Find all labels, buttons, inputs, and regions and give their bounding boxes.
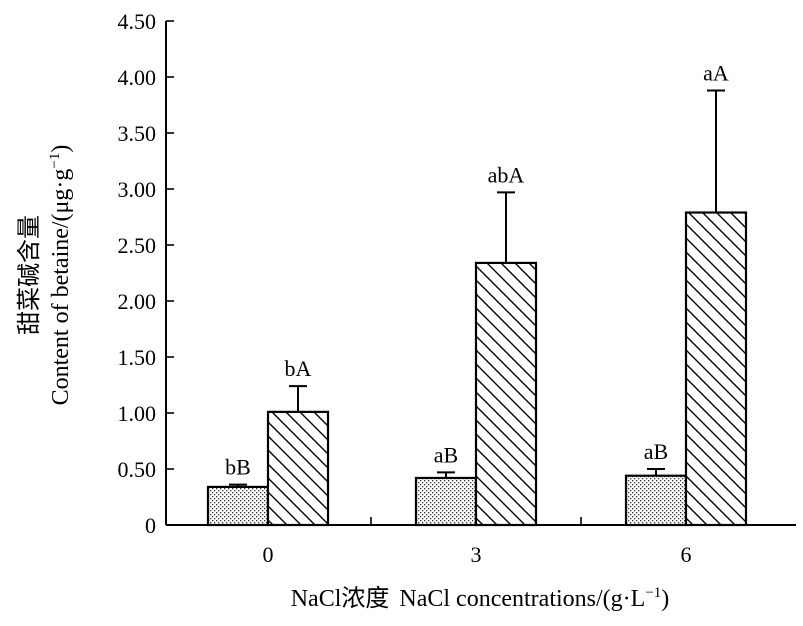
- bar-series-hatched-6: [684, 211, 748, 527]
- significance-label: aA: [703, 60, 729, 85]
- y-tick-label: 1.00: [118, 401, 157, 426]
- x-axis-title-sup: −1: [645, 585, 661, 601]
- y-axis-title-en-sup: −1: [47, 153, 63, 169]
- x-axis-title-en: NaCl concentrations/(g·L: [399, 586, 645, 612]
- bar-series-dotted-0: [206, 485, 270, 527]
- x-axis-title-close: ): [661, 586, 669, 612]
- x-axis-title-cn: NaCl浓度: [291, 585, 390, 612]
- y-tick-label: 4.00: [118, 65, 157, 90]
- y-tick-label: 2.50: [118, 233, 157, 258]
- y-ticks-layer: 0 0.50 1.00 1.50 2.00 2.50 3.00 3.50 4.00 4.50: [118, 9, 174, 538]
- significance-label: aB: [644, 439, 668, 464]
- x-category-label: 3: [471, 542, 482, 567]
- y-tick-label: 2.00: [118, 289, 157, 314]
- bar-series-hatched-3: [474, 261, 538, 527]
- bar-series-dotted-6: [624, 474, 688, 527]
- significance-label: aB: [434, 442, 458, 467]
- y-tick-label: 0: [145, 513, 156, 538]
- significance-label: bB: [225, 455, 251, 480]
- y-tick-label: 0.50: [118, 457, 157, 482]
- y-axis-title-en: Content of betaine/(μg·g−1): [47, 145, 74, 406]
- y-axis-title-cn: 甜菜碱含量: [16, 215, 43, 335]
- significance-labels-layer: bB bA aB abA aB aA: [225, 60, 729, 479]
- x-ticks-layer: 0 3 6: [263, 517, 692, 567]
- significance-label: bA: [285, 356, 312, 381]
- y-tick-label: 3.50: [118, 121, 157, 146]
- y-tick-label: 1.50: [118, 345, 157, 370]
- x-category-label: 6: [681, 542, 692, 567]
- y-tick-label: 4.50: [118, 9, 157, 34]
- bar-series-hatched-0: [266, 410, 330, 527]
- error-bars-layer: [229, 89, 725, 487]
- y-axis-title-en-main: Content of betaine/(μg·g: [48, 169, 74, 406]
- y-tick-label: 3.00: [118, 177, 157, 202]
- y-axis-title-en-close: ): [48, 145, 74, 153]
- axes-layer: [165, 21, 796, 526]
- bar-series-dotted-3: [414, 476, 478, 527]
- x-axis-title: NaCl浓度 NaCl concentrations/(g·L−1): [291, 585, 670, 612]
- significance-label: abA: [488, 162, 525, 187]
- x-category-label: 0: [263, 542, 274, 567]
